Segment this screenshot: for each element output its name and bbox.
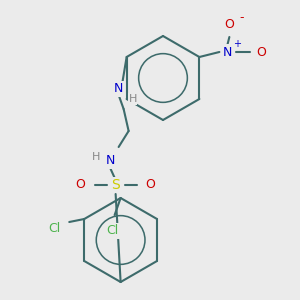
Text: -: -	[239, 11, 244, 25]
Text: Cl: Cl	[48, 221, 60, 235]
Text: O: O	[76, 178, 85, 191]
Text: N: N	[106, 154, 115, 167]
Text: O: O	[256, 46, 266, 59]
Text: S: S	[111, 178, 120, 192]
Text: H: H	[92, 152, 100, 162]
Text: O: O	[224, 19, 234, 32]
Text: H: H	[128, 94, 137, 104]
Text: N: N	[114, 82, 123, 95]
Text: O: O	[146, 178, 156, 191]
Text: N: N	[223, 46, 232, 59]
Text: Cl: Cl	[106, 224, 119, 238]
Text: +: +	[233, 39, 242, 49]
